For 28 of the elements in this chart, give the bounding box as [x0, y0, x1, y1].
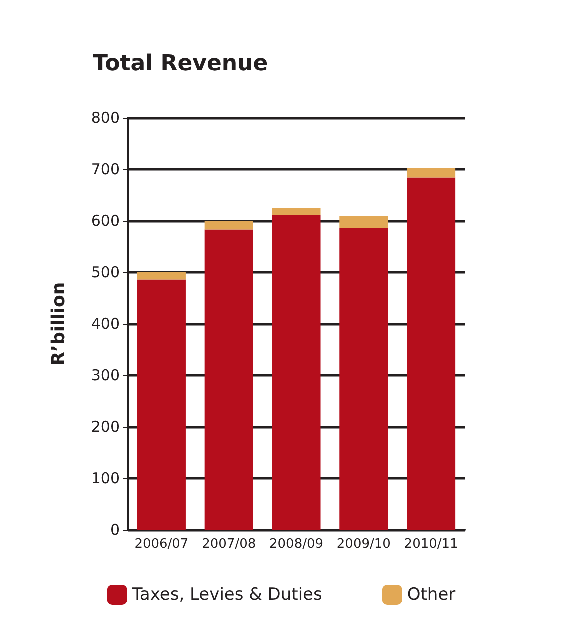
bar	[340, 216, 388, 228]
bar	[137, 280, 186, 530]
y-tick-label: 400	[91, 315, 120, 333]
y-tick-label: 300	[91, 366, 120, 384]
y-tick-label: 800	[91, 109, 120, 127]
bar	[407, 178, 456, 530]
x-tick-label: 2010/11	[404, 537, 458, 552]
bar	[137, 272, 186, 280]
y-tick-label: 500	[91, 264, 120, 282]
y-tick-label: 700	[91, 160, 120, 178]
y-tick-label: 100	[91, 470, 120, 488]
chart-title: Total Revenue	[93, 52, 268, 76]
x-tick-label: 2009/10	[336, 537, 391, 552]
x-tick-label: 2006/07	[134, 537, 189, 552]
y-tick-label: 200	[91, 418, 120, 436]
x-tick-label: 2008/09	[269, 537, 324, 552]
legend-label: Other	[407, 585, 456, 605]
y-axis-title: R’billion	[48, 282, 70, 366]
bar	[204, 230, 254, 530]
bar	[204, 221, 254, 230]
bar	[272, 215, 321, 530]
y-tick-label: 0	[110, 521, 120, 539]
legend-label: Taxes, Levies & Duties	[131, 585, 323, 605]
y-tick-label: 600	[91, 212, 120, 230]
x-tick-label: 2007/08	[202, 537, 256, 552]
bar	[407, 168, 456, 178]
bar	[272, 208, 321, 216]
bar	[340, 228, 388, 530]
